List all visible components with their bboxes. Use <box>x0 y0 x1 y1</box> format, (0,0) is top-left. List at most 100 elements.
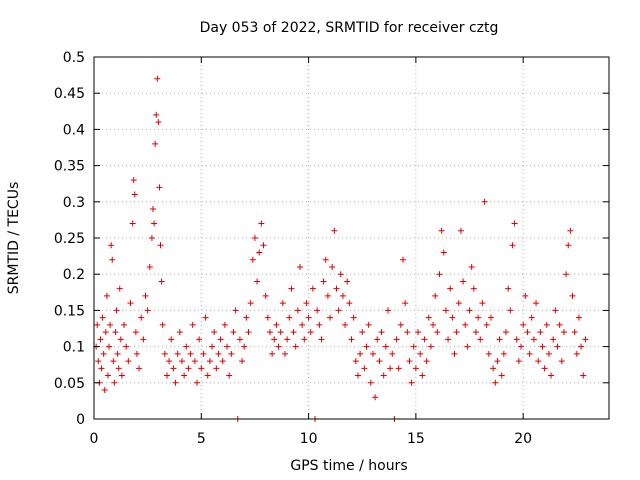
data-point <box>251 235 258 241</box>
data-point <box>445 336 452 343</box>
data-point <box>503 329 509 336</box>
data-point <box>421 336 428 343</box>
chart-title: Day 053 of 2022, SRMTID for receiver czt… <box>200 20 499 36</box>
data-point <box>324 292 331 299</box>
data-point <box>202 314 209 321</box>
data-point <box>200 350 207 357</box>
data-point <box>475 314 482 321</box>
data-point <box>281 350 288 357</box>
data-point <box>258 220 265 227</box>
data-point <box>221 321 228 328</box>
data-point <box>297 263 303 270</box>
data-point <box>168 336 175 343</box>
data-point <box>374 336 381 343</box>
data-point <box>522 292 529 299</box>
data-point <box>198 365 205 372</box>
y-tick-label: 0.45 <box>54 86 85 102</box>
data-point <box>438 227 445 234</box>
data-point <box>410 343 417 350</box>
data-point <box>114 350 121 357</box>
data-point <box>481 198 488 205</box>
data-point <box>116 285 123 292</box>
data-point <box>367 379 374 386</box>
data-point <box>161 350 168 357</box>
data-point <box>344 278 351 285</box>
data-point <box>264 314 271 321</box>
data-point <box>365 321 372 328</box>
data-point <box>102 329 109 336</box>
x-tick-label: 15 <box>407 431 425 447</box>
data-point <box>565 242 572 249</box>
data-point <box>217 336 224 343</box>
data-point <box>185 365 192 372</box>
data-point <box>509 242 516 249</box>
data-point <box>157 242 164 249</box>
data-point <box>406 358 413 365</box>
data-point <box>578 343 585 350</box>
y-tick-label: 0.15 <box>54 303 85 319</box>
data-point <box>329 263 336 270</box>
data-point <box>245 329 252 336</box>
x-axis-ticks: 0 5 10 15 20 <box>90 57 532 447</box>
x-tick-label: 10 <box>300 431 318 447</box>
data-point <box>483 321 490 328</box>
data-point <box>389 350 396 357</box>
data-point <box>236 336 243 343</box>
data-point <box>138 314 145 321</box>
data-point <box>430 321 437 328</box>
data-point <box>130 177 137 184</box>
data-point <box>550 336 557 343</box>
data-point <box>569 292 576 299</box>
data-point <box>146 263 153 270</box>
y-tick-label: 0.4 <box>63 122 85 138</box>
data-point <box>224 343 231 350</box>
data-point <box>466 307 473 314</box>
data-point <box>107 321 114 328</box>
data-point <box>528 314 535 321</box>
data-point <box>432 292 439 299</box>
data-point <box>170 365 177 372</box>
data-point <box>558 358 565 365</box>
data-point <box>95 358 102 365</box>
data-point <box>518 343 525 350</box>
data-point <box>554 343 561 350</box>
data-point <box>307 329 314 336</box>
data-point <box>513 336 520 343</box>
data-point <box>172 379 179 386</box>
data-point <box>460 278 467 285</box>
data-point <box>382 343 389 350</box>
y-tick-label: 0.5 <box>63 50 85 66</box>
data-point <box>348 336 355 343</box>
data-point <box>545 350 552 357</box>
data-point <box>151 220 158 227</box>
data-point <box>575 314 582 321</box>
data-point <box>395 365 402 372</box>
data-point <box>110 358 117 365</box>
data-point <box>189 321 196 328</box>
data-point <box>266 329 273 336</box>
data-point <box>204 372 211 379</box>
data-point <box>487 314 494 321</box>
data-point <box>288 285 295 292</box>
data-point <box>496 336 503 343</box>
data-point <box>150 206 157 213</box>
data-point <box>178 358 185 365</box>
data-point <box>176 329 183 336</box>
data-point <box>226 372 233 379</box>
data-point <box>500 350 507 357</box>
data-point <box>511 220 518 227</box>
data-point <box>470 285 477 292</box>
data-point <box>447 285 454 292</box>
data-point <box>181 372 188 379</box>
data-point <box>560 329 567 336</box>
data-point <box>262 292 269 299</box>
data-point <box>337 271 344 278</box>
data-point <box>241 343 248 350</box>
data-point <box>158 278 165 285</box>
data-point <box>260 242 267 249</box>
data-point <box>442 307 449 314</box>
data-point <box>485 350 492 357</box>
data-point <box>123 343 130 350</box>
data-point <box>132 329 139 336</box>
